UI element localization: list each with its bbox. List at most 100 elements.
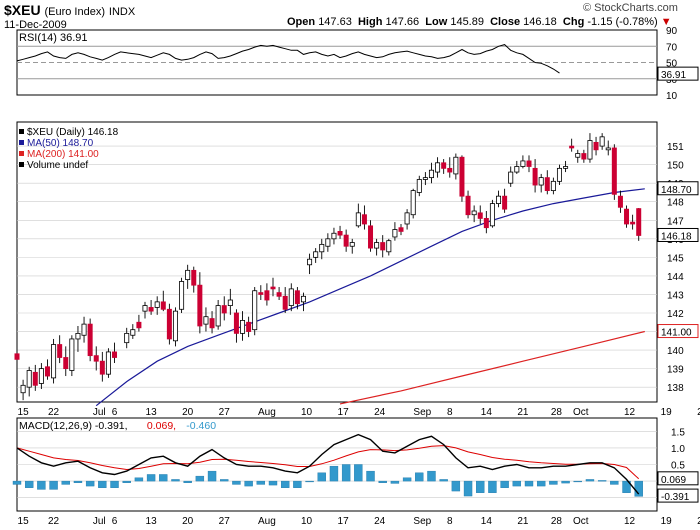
legend-label: MA(50) 148.70 <box>27 138 94 149</box>
candle-body <box>87 323 93 357</box>
candlestick <box>276 287 282 301</box>
macd-histogram-bar <box>634 480 643 497</box>
chg-value: -1.15 (-0.78%) <box>587 16 658 28</box>
date-tick-label: 19 <box>661 516 673 527</box>
date-tick-label: 13 <box>146 516 158 527</box>
candlestick <box>166 303 172 345</box>
candlestick <box>581 149 587 163</box>
candle-body <box>355 212 361 227</box>
price-tick-label: 143 <box>667 290 684 301</box>
symbol-name: (Euro Index) <box>44 6 105 18</box>
close-label: Close <box>490 16 521 28</box>
candlestick <box>99 351 105 382</box>
candlestick <box>587 133 593 163</box>
high-label: High <box>357 16 383 28</box>
rsi-tick-label: 50 <box>666 59 678 70</box>
candlestick <box>550 177 556 195</box>
legend-swatch <box>19 162 24 167</box>
candle-body <box>99 360 105 375</box>
candlestick <box>404 209 410 230</box>
candlestick <box>593 136 599 156</box>
candlestick <box>496 190 502 208</box>
candle-body <box>313 251 319 258</box>
candlestick <box>343 229 349 252</box>
candlestick <box>20 379 26 401</box>
candle-body <box>44 366 50 377</box>
date-tick-label: 22 <box>48 407 60 418</box>
date-tick-label: 26 <box>697 516 700 527</box>
date-tick-label: 21 <box>517 407 529 418</box>
price-tick-label: 147 <box>667 216 684 227</box>
candlestick <box>264 283 270 306</box>
low-label: Low <box>425 16 448 28</box>
candlestick <box>69 335 75 377</box>
candlestick <box>556 164 562 186</box>
candlestick <box>483 211 489 234</box>
candle-body <box>331 232 337 240</box>
candle-body <box>532 167 538 186</box>
candlestick <box>227 288 233 315</box>
open-label: Open <box>287 16 316 28</box>
candlestick <box>294 287 300 310</box>
date-tick-label: Aug <box>258 516 276 527</box>
candle-body <box>459 156 465 197</box>
candle-body <box>142 305 148 312</box>
close-last-value-box <box>657 227 699 242</box>
macd-histogram-bar <box>85 480 95 487</box>
macd-histogram-bar <box>12 480 22 485</box>
macd-histogram-bar <box>488 480 497 493</box>
chart-date: 11-Dec-2009 <box>4 19 67 31</box>
macd-histogram-bar <box>341 464 351 482</box>
down-arrow-icon: ▼ <box>660 16 672 28</box>
candlestick <box>282 287 288 313</box>
chg-label: Chg <box>562 16 585 28</box>
candle-body <box>294 290 300 305</box>
macd-legend-label: 0.069, <box>147 420 176 432</box>
rsi-line <box>16 44 560 74</box>
candle-body <box>252 290 258 331</box>
candlestick <box>215 300 221 330</box>
candlestick <box>563 160 569 173</box>
candle-body <box>587 140 593 160</box>
candle-body <box>520 160 526 167</box>
candle-body <box>636 208 642 236</box>
candle-body <box>136 321 142 329</box>
candle-body <box>240 320 246 334</box>
candle-body <box>453 156 459 175</box>
date-tick-label: 8 <box>447 407 453 418</box>
candle-body <box>233 312 239 334</box>
candlestick <box>209 311 215 334</box>
date-tick-label: 8 <box>447 516 453 527</box>
candlestick <box>526 155 532 173</box>
macd-histogram-bar <box>415 472 424 482</box>
date-tick-label: 26 <box>697 407 700 418</box>
candle-body <box>605 147 611 151</box>
macd-legend-label: MACD(12,26,9) -0.391, <box>19 420 128 432</box>
candlestick <box>441 159 447 174</box>
candle-body <box>300 295 306 303</box>
candle-body <box>51 344 57 379</box>
candle-body <box>276 292 282 297</box>
candlestick <box>514 160 520 174</box>
candlestick <box>392 222 398 241</box>
macd-histogram-bar <box>49 480 58 490</box>
candlestick <box>471 205 477 223</box>
candlestick <box>307 253 313 275</box>
candlestick <box>575 149 581 163</box>
macd-histogram-bar <box>110 480 119 488</box>
candlestick <box>611 144 617 200</box>
date-tick-label: 28 <box>551 516 563 527</box>
ma200-line <box>339 330 645 405</box>
candlestick <box>313 248 319 263</box>
price-tick-label: 145 <box>667 253 684 264</box>
candle-body <box>392 229 398 238</box>
candlestick <box>624 205 630 228</box>
macd-histogram-bar <box>561 480 570 484</box>
candle-body <box>124 332 130 344</box>
candlestick <box>93 346 99 371</box>
candlestick <box>44 359 50 380</box>
macd-histogram-bar <box>37 480 46 490</box>
macd-histogram-bar <box>524 480 534 487</box>
